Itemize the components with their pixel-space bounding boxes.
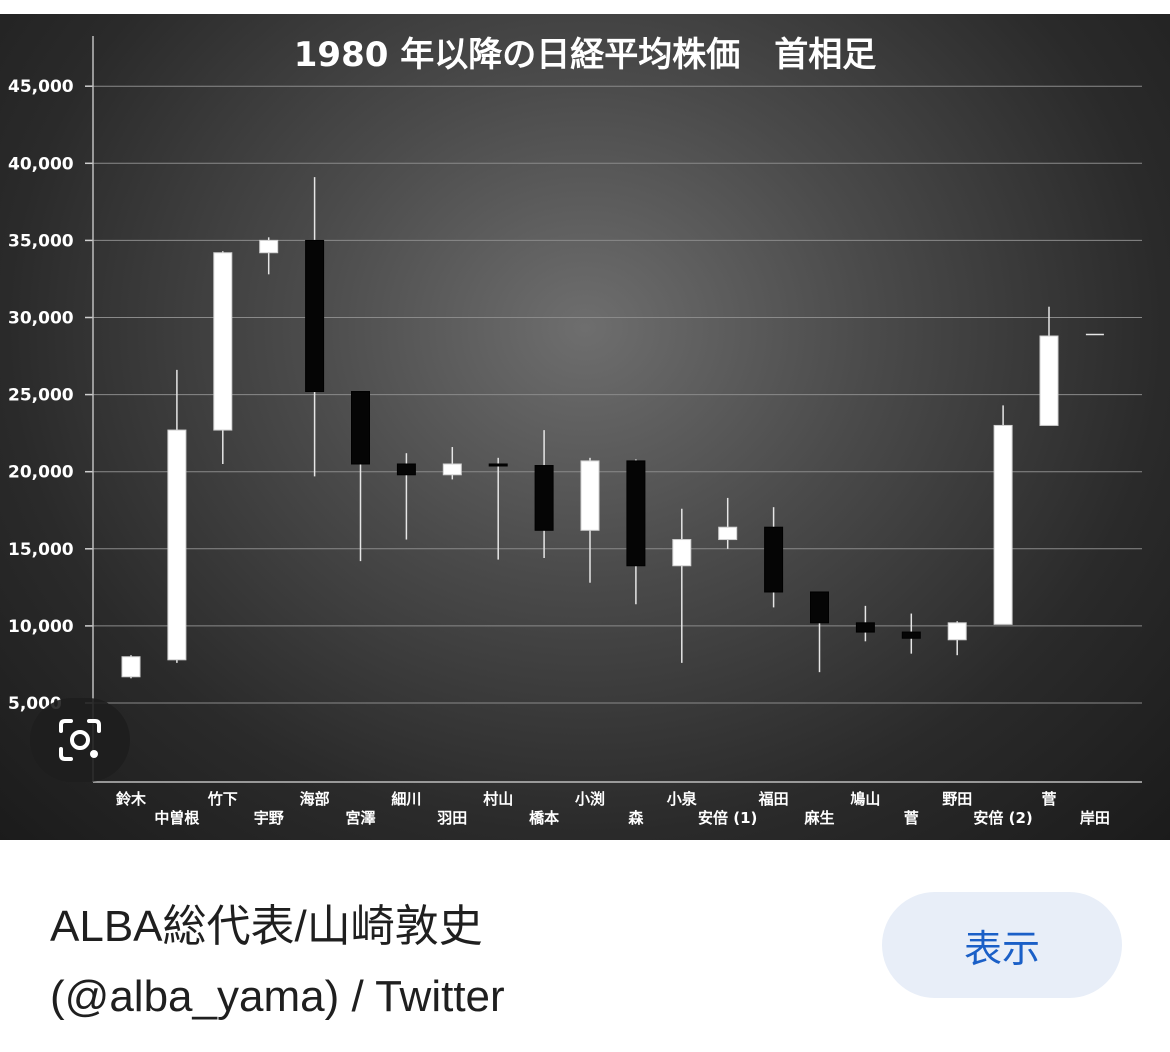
result-caption[interactable]: ALBA総代表/山崎敦史 (@alba_yama) / Twitter — [50, 892, 830, 1032]
candle-body — [626, 460, 646, 567]
candle-body — [305, 239, 325, 393]
y-tick-label: 45,000 — [8, 77, 74, 97]
x-tick-label: 菅 — [1041, 790, 1056, 808]
candle-body — [764, 526, 784, 593]
chart-title: 1980 年以降の日経平均株価 首相足 — [294, 35, 876, 75]
y-tick-label: 20,000 — [8, 463, 74, 483]
x-tick-label: 森 — [628, 809, 644, 827]
candle-body — [672, 539, 692, 567]
x-tick-label: 中曽根 — [154, 809, 199, 827]
candle-body — [718, 526, 738, 541]
candle-body — [855, 622, 875, 633]
show-button[interactable]: 表示 — [882, 892, 1122, 998]
x-tick-label: 村山 — [483, 790, 513, 808]
x-tick-label: 麻生 — [803, 809, 834, 827]
candle-body — [580, 460, 600, 531]
candle-body — [351, 391, 370, 465]
x-tick-label: 安倍 (1) — [698, 809, 757, 827]
x-tick-label: 宮澤 — [345, 809, 375, 827]
x-tick-label: 福田 — [758, 790, 789, 808]
candle-body — [167, 429, 187, 661]
x-tick-label: 岸田 — [1080, 809, 1110, 827]
lens-button[interactable] — [30, 698, 130, 782]
x-tick-label: 小泉 — [667, 790, 698, 808]
y-tick-label: 40,000 — [8, 154, 74, 174]
candle-body — [993, 424, 1013, 625]
x-tick-label: 野田 — [942, 790, 972, 808]
y-tick-label: 35,000 — [8, 231, 74, 251]
candle-body — [810, 591, 829, 624]
candle-body — [947, 622, 967, 641]
candle-body — [488, 463, 508, 467]
candle-body — [1039, 335, 1059, 426]
x-tick-label: 橋本 — [529, 809, 559, 827]
candle-body — [396, 463, 416, 476]
y-tick-label: 10,000 — [8, 617, 74, 637]
caption-source[interactable]: (@alba_yama) / Twitter — [50, 972, 505, 1021]
candle-body — [901, 631, 921, 639]
candle-body — [121, 656, 141, 678]
caption-title[interactable]: ALBA総代表/山崎敦史 — [50, 902, 483, 951]
x-tick-label: 羽田 — [437, 809, 467, 827]
candle-body — [534, 465, 554, 531]
candle-body — [259, 239, 279, 254]
x-tick-label: 宇野 — [254, 809, 284, 827]
lens-icon — [59, 719, 101, 761]
x-tick-label: 海部 — [300, 790, 330, 808]
x-tick-label: 安倍 (2) — [973, 809, 1032, 827]
y-tick-label: 30,000 — [8, 309, 74, 329]
x-tick-label: 鳩山 — [850, 790, 880, 808]
x-tick-label: 菅 — [904, 809, 919, 827]
y-tick-label: 25,000 — [8, 386, 74, 406]
y-tick-label: 15,000 — [8, 540, 74, 560]
x-tick-label: 小渕 — [575, 790, 605, 808]
candle-body — [213, 252, 233, 431]
x-tick-label: 細川 — [391, 790, 421, 808]
candle-body — [442, 463, 462, 476]
candlestick-chart: 1980 年以降の日経平均株価 首相足5,00010,00015,00020,0… — [8, 35, 1142, 827]
x-tick-label: 鈴木 — [116, 790, 147, 808]
chart-image[interactable]: 1980 年以降の日経平均株価 首相足 5,000 10,000 15,000 20,0… — [0, 14, 1170, 840]
x-tick-label: 竹下 — [207, 790, 238, 808]
